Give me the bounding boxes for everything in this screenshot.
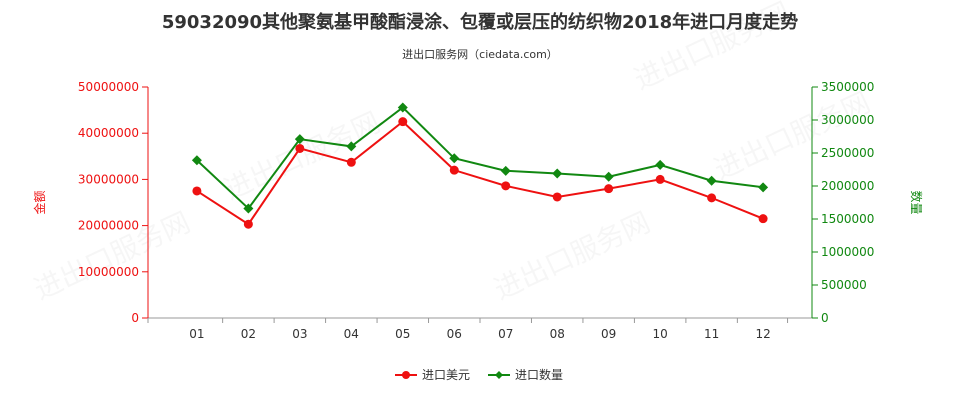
data-point xyxy=(552,168,563,179)
data-point xyxy=(192,186,202,196)
y-left-tick-label: 30000000 xyxy=(78,172,139,186)
data-point xyxy=(191,155,202,166)
y-right-tick-label: 2000000 xyxy=(821,179,874,193)
x-tick-label: 12 xyxy=(755,327,770,341)
x-tick-label: 04 xyxy=(344,327,359,341)
data-point xyxy=(346,157,356,167)
y-left-tick-label: 20000000 xyxy=(78,219,139,233)
data-point xyxy=(758,182,769,193)
data-point xyxy=(604,184,614,194)
series-line xyxy=(196,106,764,210)
x-tick-label: 03 xyxy=(292,327,307,341)
x-tick-label: 05 xyxy=(395,327,410,341)
x-tick-label: 08 xyxy=(550,327,565,341)
data-point xyxy=(501,181,511,191)
chart-title: 59032090其他聚氨基甲酸酯浸涂、包覆或层压的纺织物2018年进口月度走势 xyxy=(161,12,799,33)
data-point xyxy=(295,143,305,153)
data-point xyxy=(397,102,408,113)
y-left-tick-label: 40000000 xyxy=(78,126,139,140)
data-point xyxy=(449,165,459,175)
data-point xyxy=(707,193,717,203)
x-tick-label: 01 xyxy=(189,327,204,341)
x-tick-label: 10 xyxy=(653,327,668,341)
watermark: 进出口服务网 xyxy=(709,85,875,186)
x-tick-label: 11 xyxy=(704,327,719,341)
series-line xyxy=(196,120,764,226)
y-right-tick-label: 1000000 xyxy=(821,245,874,259)
watermark: 进出口服务网 xyxy=(629,0,795,96)
y-right-tick-label: 1500000 xyxy=(821,212,874,226)
y-left-tick-label: 50000000 xyxy=(78,80,139,94)
data-point xyxy=(449,153,460,164)
data-point xyxy=(603,171,614,182)
data-point xyxy=(346,141,357,152)
y-right-axis-title: 数量 xyxy=(909,190,924,214)
y-right-tick-label: 3500000 xyxy=(821,80,874,94)
x-tick-label: 02 xyxy=(241,327,256,341)
y-left-tick-label: 10000000 xyxy=(78,265,139,279)
legend-marker xyxy=(402,371,410,379)
watermark: 进出口服务网 xyxy=(489,205,655,306)
x-tick-label: 09 xyxy=(601,327,616,341)
data-point xyxy=(398,117,408,127)
chart-subtitle: 进出口服务网（ciedata.com） xyxy=(402,48,558,61)
data-point xyxy=(552,192,562,202)
legend-label: 进口美元 xyxy=(422,368,470,382)
x-tick-label: 07 xyxy=(498,327,513,341)
y-left-tick-label: 0 xyxy=(131,311,139,325)
data-point xyxy=(243,219,253,229)
legend-marker xyxy=(495,371,503,379)
data-point xyxy=(706,175,717,186)
y-right-tick-label: 0 xyxy=(821,311,829,325)
y-right-tick-label: 2500000 xyxy=(821,146,874,160)
y-right-tick-label: 500000 xyxy=(821,278,867,292)
y-left-axis-title: 金额 xyxy=(32,190,47,214)
y-right-tick-label: 3000000 xyxy=(821,113,874,127)
data-point xyxy=(655,159,666,170)
data-point xyxy=(294,134,305,145)
x-tick-label: 06 xyxy=(447,327,462,341)
data-point xyxy=(243,203,254,214)
data-point xyxy=(655,174,665,184)
data-point xyxy=(758,214,768,224)
legend-label: 进口数量 xyxy=(515,367,563,382)
data-point xyxy=(500,165,511,176)
